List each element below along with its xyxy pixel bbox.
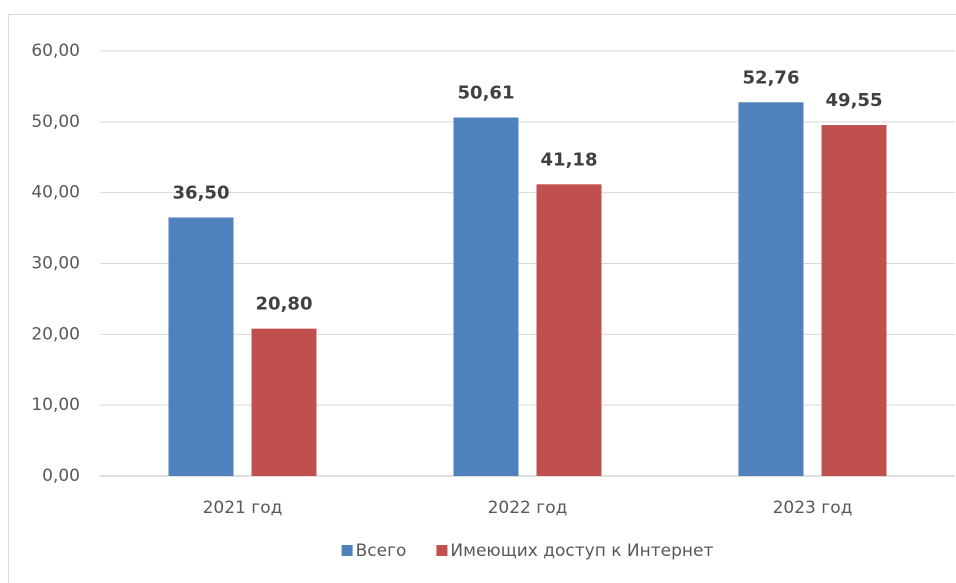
y-tick-label: 30,00 [31,254,80,274]
x-tick-label: 2022 год [488,498,568,518]
y-tick-label: 50,00 [31,112,80,132]
bar [738,102,804,477]
legend-label: Всего [356,541,407,561]
bar [821,125,887,476]
data-label: 36,50 [173,182,230,203]
bar [251,328,317,476]
bar [453,117,519,476]
data-label: 49,55 [826,90,883,111]
bar [168,217,234,477]
legend-swatch [436,545,448,556]
x-tick-label: 2021 год [203,498,283,518]
y-tick-label: 10,00 [31,395,80,415]
bar [536,184,602,476]
data-label: 52,76 [743,67,800,88]
data-label: 50,61 [458,83,515,104]
y-tick-label: 60,00 [31,41,80,61]
y-tick-label: 0,00 [42,466,80,486]
legend-swatch [341,545,353,556]
chart-border [8,14,956,583]
legend-label: Имеющих доступ к Интернет [450,541,713,561]
data-label: 20,80 [256,294,313,315]
data-label: 41,18 [541,149,598,170]
y-tick-label: 40,00 [31,183,80,203]
y-tick-label: 20,00 [31,324,80,344]
x-tick-label: 2023 год [773,498,853,518]
